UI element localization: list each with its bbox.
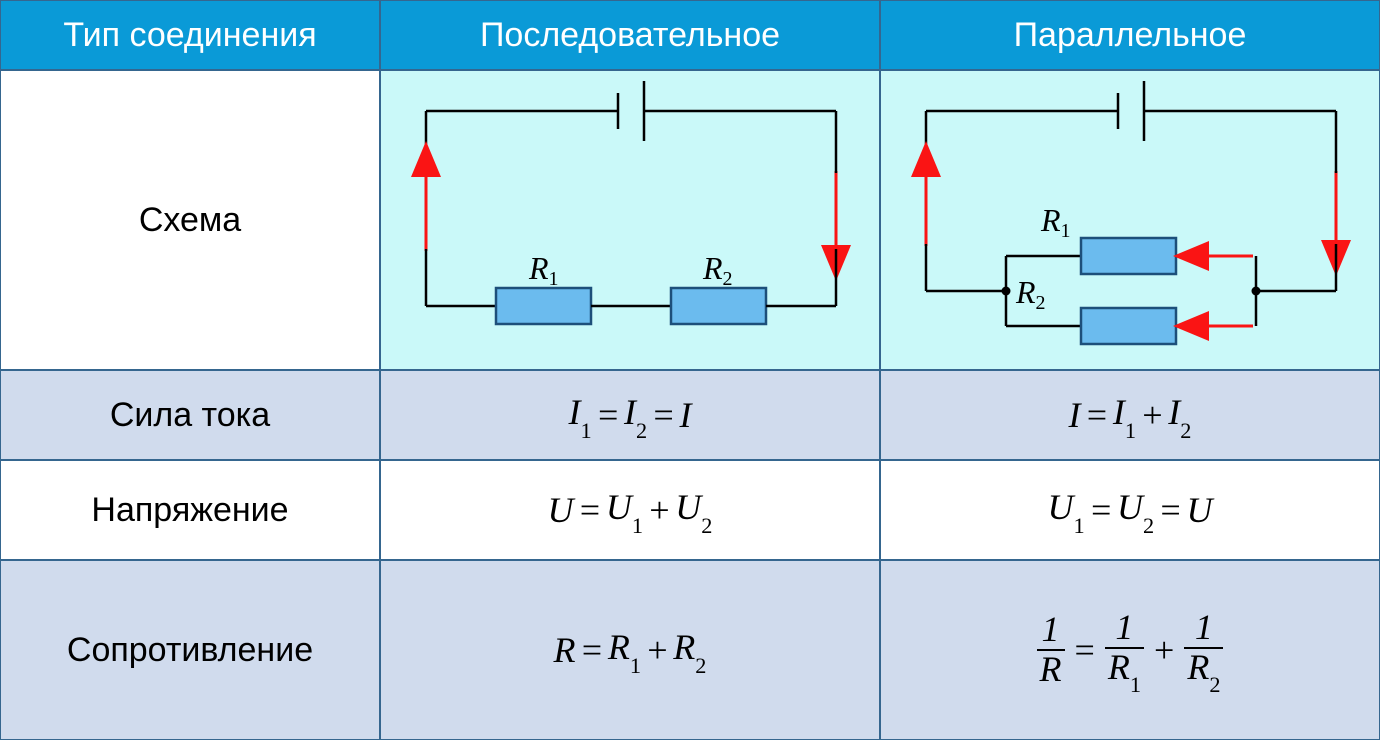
label-r2-p: R2 [1015, 274, 1046, 314]
resistor-r1-p [1081, 238, 1176, 274]
header-col-type: Тип соединения [0, 0, 380, 70]
row-label-voltage: Напряжение [0, 460, 380, 560]
parallel-circuit-svg: R1 R2 [881, 71, 1379, 369]
label-r1-p: R1 [1040, 202, 1071, 242]
series-diagram: R1 R2 [380, 70, 880, 370]
row-label-resist: Сопротивление [0, 560, 380, 740]
resistor-r2-p [1081, 308, 1176, 344]
formula-parallel-resist: 1R = 1R1 + 1R2 [1037, 609, 1224, 691]
header-col-parallel: Параллельное [880, 0, 1380, 70]
formula-parallel-current: I = I1 + I2 [1069, 391, 1192, 438]
resistor-r1 [496, 288, 591, 324]
resistor-r2 [671, 288, 766, 324]
label-r2: R2 [702, 250, 733, 290]
parallel-diagram: R1 R2 [880, 70, 1380, 370]
row-label-diagram: Схема [0, 70, 380, 370]
formula-series-current: I1 = I2 = I [569, 391, 692, 438]
series-voltage: U = U1 + U2 [380, 460, 880, 560]
series-current: I1 = I2 = I [380, 370, 880, 460]
formula-parallel-voltage: U1 = U2 = U [1048, 486, 1213, 533]
parallel-resist: 1R = 1R1 + 1R2 [880, 560, 1380, 740]
header-col-series: Последовательное [380, 0, 880, 70]
formula-series-resist: R = R1 + R2 [554, 626, 707, 673]
comparison-table: Тип соединения Последовательное Параллел… [0, 0, 1380, 740]
row-label-current: Сила тока [0, 370, 380, 460]
parallel-current: I = I1 + I2 [880, 370, 1380, 460]
series-resist: R = R1 + R2 [380, 560, 880, 740]
parallel-voltage: U1 = U2 = U [880, 460, 1380, 560]
series-circuit-svg: R1 R2 [381, 71, 879, 369]
label-r1: R1 [528, 250, 559, 290]
formula-series-voltage: U = U1 + U2 [548, 486, 713, 533]
